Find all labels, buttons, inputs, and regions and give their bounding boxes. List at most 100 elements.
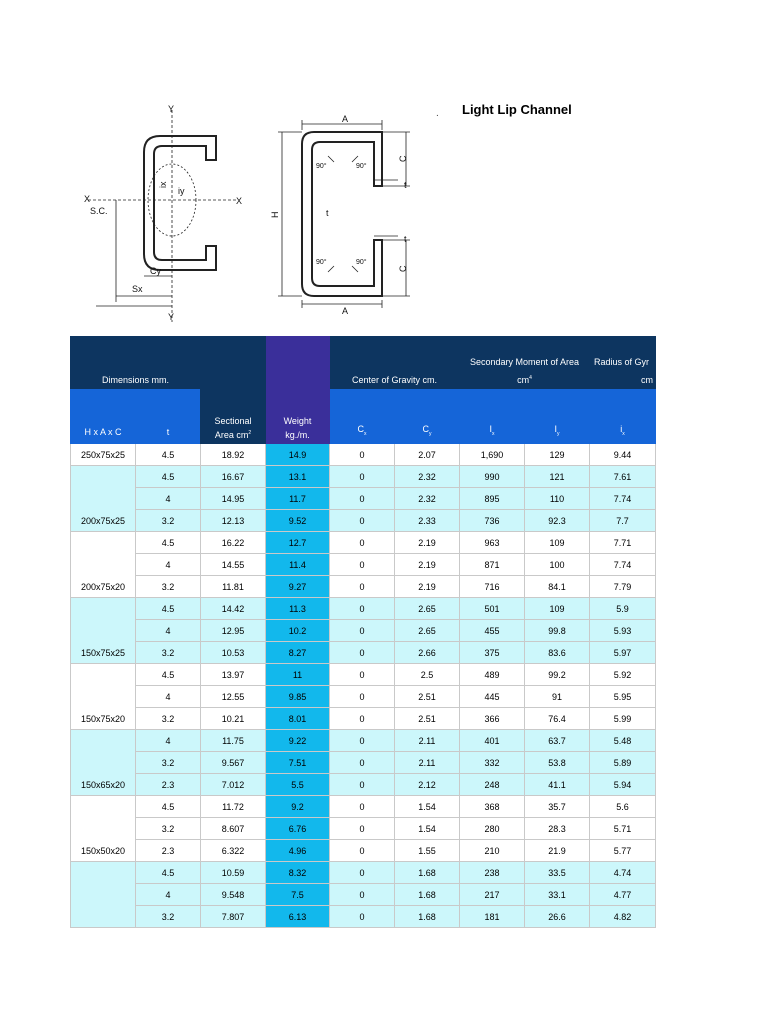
cell-area: 13.97 — [200, 663, 266, 686]
table-row: 4.5 10.59 8.32 0 1.68 238 33.5 4.74 — [70, 861, 656, 928]
cell-iy: 100 — [524, 553, 590, 576]
cell-area: 6.322 — [200, 839, 266, 862]
table-row: 200x75x20 4.5 16.22 12.7 0 2.19 963 109 7.71 — [70, 531, 656, 598]
cell-ix: 181 — [459, 905, 525, 928]
table-row: 4 14.95 11.7 0 2.32 895 110 7.74 — [71, 487, 656, 510]
cell-rx: 5.93 — [589, 619, 656, 642]
cell-cx: 0 — [329, 443, 395, 466]
cell-cx: 0 — [329, 795, 395, 818]
cell-cy: 2.11 — [394, 751, 460, 774]
label-ix: ix — [158, 181, 168, 188]
header-iy-text: I — [554, 424, 557, 435]
cell-weight: 11.3 — [265, 597, 330, 620]
cell-t: 4 — [135, 685, 201, 708]
cell-t: 2.3 — [135, 839, 201, 862]
cell-area: 7.807 — [200, 905, 266, 928]
header-sectional-area: Sectional Area cm2 — [200, 336, 266, 444]
cell-ix: 455 — [459, 619, 525, 642]
cell-ix: 990 — [459, 465, 525, 488]
cell-cy: 1.55 — [394, 839, 460, 862]
cell-cx: 0 — [329, 751, 395, 774]
cell-cy: 1.54 — [394, 795, 460, 818]
table-row: 3.2 9.567 7.51 0 2.11 332 53.8 5.89 — [71, 751, 656, 774]
cell-t: 4 — [135, 619, 201, 642]
cell-cy: 2.65 — [394, 597, 460, 620]
cell-iy: 33.5 — [524, 861, 590, 884]
cell-iy: 76.4 — [524, 707, 590, 730]
cell-dimension: 250x75x25 — [70, 443, 136, 466]
cell-rx: 5.48 — [589, 729, 656, 752]
cell-area: 7.012 — [200, 773, 266, 796]
cell-rx: 5.94 — [589, 773, 656, 796]
label-x-right: X — [236, 196, 242, 206]
cell-area: 12.55 — [200, 685, 266, 708]
cell-rx: 5.77 — [589, 839, 656, 862]
header-cx-sub: x — [364, 431, 367, 437]
cell-area: 10.21 — [200, 707, 266, 730]
cell-rx: 4.77 — [589, 883, 656, 906]
stray-mark: . — [436, 108, 439, 119]
cell-t: 2.3 — [135, 773, 201, 796]
cell-area: 16.22 — [200, 531, 266, 554]
cell-area: 8.607 — [200, 817, 266, 840]
label-t-web: t — [326, 208, 329, 218]
cell-weight: 14.9 — [265, 443, 330, 466]
section-diagram-right — [301, 131, 383, 297]
cell-iy: 110 — [524, 487, 590, 510]
cell-dimension: 150x50x20 — [70, 795, 136, 862]
cell-area: 9.548 — [200, 883, 266, 906]
cell-cy: 2.32 — [394, 487, 460, 510]
cell-cx: 0 — [329, 531, 395, 554]
cell-iy: 53.8 — [524, 751, 590, 774]
label-h: H — [270, 212, 280, 219]
cell-cy: 2.11 — [394, 729, 460, 752]
cell-t: 3.2 — [135, 509, 201, 532]
cell-dimension: 200x75x20 — [70, 531, 136, 598]
cell-cx: 0 — [329, 707, 395, 730]
table-row: 200x75x25 4.5 16.67 13.1 0 2.32 990 121 7.61 — [70, 465, 656, 532]
table-row: 3.2 12.13 9.52 0 2.33 736 92.3 7.7 — [71, 509, 656, 532]
table-row: 3.2 8.607 6.76 0 1.54 280 28.3 5.71 — [71, 817, 656, 840]
table-row: 3.2 7.807 6.13 0 1.68 181 26.6 4.82 — [71, 905, 656, 928]
header-cx-text: C — [357, 424, 365, 435]
cell-iy: 28.3 — [524, 817, 590, 840]
cell-t: 3.2 — [135, 817, 201, 840]
cell-cy: 2.19 — [394, 553, 460, 576]
table-row: 4 14.55 11.4 0 2.19 871 100 7.74 — [71, 553, 656, 576]
cell-t: 3.2 — [135, 641, 201, 664]
cell-ix: 280 — [459, 817, 525, 840]
cell-t: 4 — [135, 883, 201, 906]
label-angle-1: 90° — [316, 162, 327, 170]
channel-diagram: Y Y X X S.C. ix iy Cy Sx A A — [84, 104, 410, 322]
cell-weight: 10.2 — [265, 619, 330, 642]
cell-iy: 35.7 — [524, 795, 590, 818]
cell-area: 10.53 — [200, 641, 266, 664]
cell-weight: 6.13 — [265, 905, 330, 928]
header-sectional-line1: Sectional — [214, 416, 252, 426]
cell-ix: 489 — [459, 663, 525, 686]
cell-iy: 83.6 — [524, 641, 590, 664]
cell-weight: 9.22 — [265, 729, 330, 752]
cell-cy: 2.51 — [394, 707, 460, 730]
cell-ix: 736 — [459, 509, 525, 532]
cell-cx: 0 — [329, 509, 395, 532]
cell-cx: 0 — [329, 817, 395, 840]
cell-cy: 2.19 — [394, 531, 460, 554]
cell-t: 4.5 — [135, 795, 201, 818]
header-rx: ix — [589, 388, 656, 444]
table-row: 150x75x25 4.5 14.42 11.3 0 2.65 501 109 5.9 — [70, 597, 656, 664]
cell-rx: 5.92 — [589, 663, 656, 686]
cell-cx: 0 — [329, 905, 395, 928]
cell-weight: 4.96 — [265, 839, 330, 862]
cell-area: 10.59 — [200, 861, 266, 884]
cell-cy: 2.07 — [394, 443, 460, 466]
table-row: 4 12.95 10.2 0 2.65 455 99.8 5.93 — [71, 619, 656, 642]
header-ix-text: I — [489, 424, 492, 435]
cell-cx: 0 — [329, 575, 395, 598]
cell-iy: 109 — [524, 531, 590, 554]
cell-ix: 248 — [459, 773, 525, 796]
cell-weight: 9.2 — [265, 795, 330, 818]
cell-ix: 366 — [459, 707, 525, 730]
cell-cy: 2.66 — [394, 641, 460, 664]
cell-iy: 41.1 — [524, 773, 590, 796]
